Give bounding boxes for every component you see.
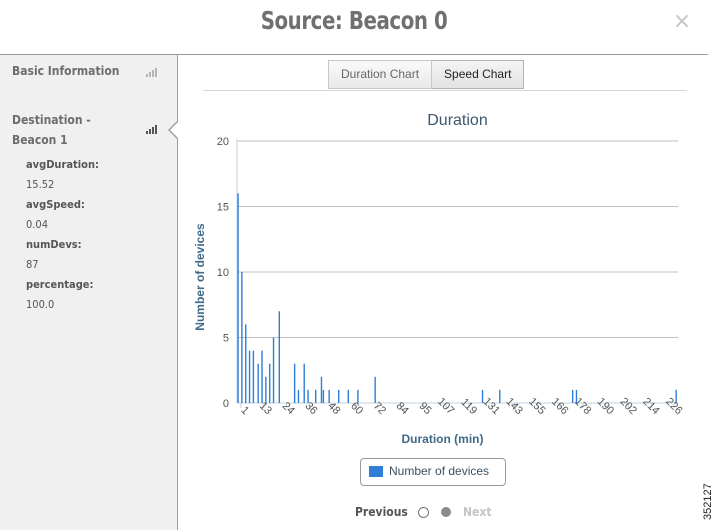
sidebar-item-destination-beacon-1[interactable]: Destination - Beacon 1 bbox=[12, 110, 162, 150]
x-tick-label: 119 bbox=[458, 396, 479, 417]
bar bbox=[268, 363, 271, 403]
previous-button[interactable]: Previous bbox=[355, 505, 408, 519]
bar bbox=[261, 350, 263, 403]
chart-tabs: Duration Chart Speed Chart bbox=[328, 60, 525, 89]
bar bbox=[481, 389, 484, 403]
bar bbox=[252, 350, 255, 403]
sidebar-item-label: Basic Information bbox=[12, 64, 120, 78]
dialog-header: Source: Beacon 0 × bbox=[0, 0, 708, 55]
bar bbox=[303, 363, 305, 403]
dialog-title: Source: Beacon 0 bbox=[260, 6, 448, 35]
tab-speed-chart[interactable]: Speed Chart bbox=[432, 60, 525, 89]
x-tick-label: 190 bbox=[595, 396, 616, 417]
x-tick-label: 214 bbox=[640, 396, 661, 417]
x-axis-title: Duration (min) bbox=[402, 432, 484, 446]
bar bbox=[499, 389, 501, 403]
legend-label: Number of devices bbox=[389, 464, 490, 478]
page-1-dot[interactable] bbox=[418, 507, 429, 518]
figure-id: 352127 bbox=[702, 483, 714, 520]
bar bbox=[257, 363, 259, 403]
sidebar: Basic Information Destination - Beacon 1 bbox=[0, 55, 178, 530]
bar bbox=[297, 389, 300, 403]
x-tick-label: 166 bbox=[549, 396, 570, 417]
bar bbox=[278, 311, 280, 403]
detail-value-avg-speed: 0.04 bbox=[26, 218, 49, 231]
bar bbox=[307, 389, 309, 403]
bar bbox=[241, 272, 243, 403]
bar bbox=[293, 363, 296, 403]
x-tick-label: 1 bbox=[238, 404, 251, 417]
y-tick-label: 15 bbox=[217, 202, 229, 214]
chart-legend[interactable]: Number of devices bbox=[360, 458, 506, 486]
signal-bars-icon bbox=[146, 68, 158, 77]
tab-divider bbox=[203, 90, 687, 91]
bar bbox=[322, 389, 325, 403]
chart-title: Duration bbox=[427, 112, 487, 129]
y-tick-label: 10 bbox=[217, 267, 229, 279]
x-tick-label: 226 bbox=[663, 396, 684, 417]
detail-key-avg-speed: avgSpeed: bbox=[26, 198, 85, 211]
legend-swatch bbox=[369, 466, 383, 477]
bar bbox=[571, 389, 574, 403]
detail-key-avg-duration: avgDuration: bbox=[26, 158, 99, 171]
next-button[interactable]: Next bbox=[463, 505, 492, 519]
detail-value-avg-duration: 15.52 bbox=[26, 178, 55, 191]
y-axis-title: Number of devices bbox=[193, 223, 207, 331]
detail-key-num-devs: numDevs: bbox=[26, 238, 82, 251]
bar bbox=[265, 376, 267, 403]
x-tick-label: 178 bbox=[572, 396, 593, 417]
bar bbox=[328, 389, 330, 403]
bar bbox=[575, 389, 578, 403]
x-tick-label: 131 bbox=[481, 396, 502, 417]
bar bbox=[248, 350, 251, 403]
bar bbox=[357, 389, 359, 403]
y-tick-label: 5 bbox=[223, 333, 229, 345]
x-tick-label: 202 bbox=[617, 396, 638, 417]
sidebar-item-label-line2: Beacon 1 bbox=[12, 133, 68, 147]
y-tick-label: 20 bbox=[217, 136, 229, 148]
detail-key-percentage: percentage: bbox=[26, 278, 94, 291]
bar bbox=[237, 193, 239, 403]
signal-bars-icon bbox=[146, 125, 158, 134]
x-tick-label: 143 bbox=[503, 396, 524, 417]
sidebar-item-basic-information[interactable]: Basic Information bbox=[12, 61, 162, 81]
page-2-dot[interactable] bbox=[441, 507, 451, 517]
sidebar-item-label-line1: Destination - bbox=[12, 113, 91, 127]
close-icon[interactable]: × bbox=[672, 9, 692, 34]
y-tick-label: 0 bbox=[223, 398, 229, 410]
x-tick-label: 155 bbox=[526, 396, 547, 417]
bar bbox=[272, 337, 275, 403]
detail-value-num-devs: 87 bbox=[26, 258, 39, 271]
bar bbox=[374, 376, 376, 403]
detail-value-percentage: 100.0 bbox=[26, 298, 55, 311]
bar bbox=[320, 376, 323, 403]
bar bbox=[675, 389, 677, 403]
bar bbox=[245, 324, 247, 403]
bar bbox=[315, 389, 317, 403]
destination-details: avgDuration: 15.52 avgSpeed: 0.04 numDev… bbox=[26, 155, 166, 315]
tab-duration-chart[interactable]: Duration Chart bbox=[328, 60, 433, 89]
x-tick-label: 107 bbox=[435, 396, 456, 417]
selection-pointer-fill bbox=[170, 121, 179, 139]
bar bbox=[338, 389, 340, 403]
bar bbox=[347, 389, 350, 403]
